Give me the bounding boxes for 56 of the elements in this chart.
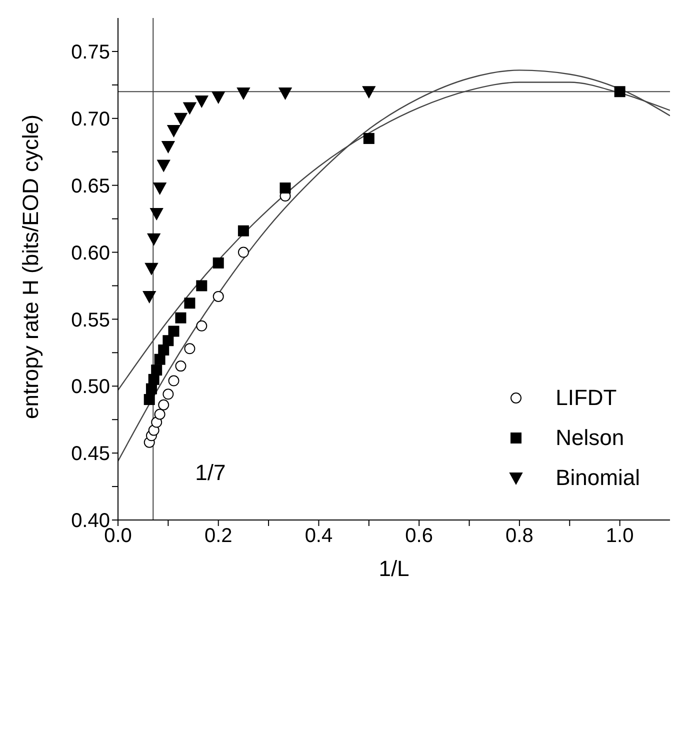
y-tick-label: 0.60	[71, 242, 110, 264]
x-tick-label: 0.8	[506, 525, 534, 548]
point	[154, 354, 166, 365]
y-tick-label: 0.45	[71, 443, 110, 466]
point	[144, 394, 155, 406]
point	[157, 160, 170, 172]
point	[167, 124, 180, 137]
point	[196, 320, 208, 332]
point	[280, 182, 291, 194]
ref-line-label: 1/7	[195, 460, 226, 485]
line-series	[118, 70, 670, 462]
y-tick-label: 0.55	[71, 309, 110, 332]
legend-label: Binomial	[556, 465, 640, 491]
y-tick-label: 0.75	[71, 42, 110, 64]
point	[183, 102, 196, 114]
point	[142, 290, 156, 303]
point	[162, 335, 174, 346]
point	[184, 343, 196, 354]
point	[212, 290, 224, 302]
point	[162, 388, 174, 400]
point	[175, 360, 186, 372]
legend-label: LIFDT	[556, 385, 617, 411]
x-tick-label: 0.2	[204, 525, 232, 548]
point	[212, 257, 224, 268]
point	[212, 91, 225, 104]
point	[614, 86, 626, 98]
point	[175, 312, 186, 324]
point	[195, 95, 208, 108]
x-tick-label: 0.4	[304, 525, 333, 548]
point	[362, 86, 376, 98]
x-axis-title: 1/L	[378, 556, 410, 581]
point	[236, 87, 250, 100]
point	[168, 326, 180, 337]
y-tick-label: 0.50	[71, 376, 110, 398]
point	[238, 225, 249, 236]
point	[150, 208, 164, 220]
point	[184, 298, 196, 309]
y-tick-label: 0.65	[71, 175, 110, 198]
y-axis-title: entropy rate H (bits/EOD cycle)	[18, 114, 43, 419]
legend-label: Nelson	[556, 425, 624, 451]
y-tick-label: 0.70	[71, 108, 110, 130]
point	[158, 399, 170, 410]
point	[162, 141, 175, 154]
point	[151, 364, 162, 376]
point	[153, 182, 166, 195]
point	[144, 262, 158, 275]
x-tick-label: 0.6	[405, 525, 433, 548]
x-tick-label: 1.0	[606, 525, 634, 548]
point	[168, 375, 180, 386]
point	[174, 112, 188, 125]
point	[147, 233, 160, 246]
point	[196, 280, 208, 292]
point	[154, 408, 166, 420]
point	[278, 87, 292, 100]
point	[238, 246, 249, 258]
point	[363, 132, 374, 144]
